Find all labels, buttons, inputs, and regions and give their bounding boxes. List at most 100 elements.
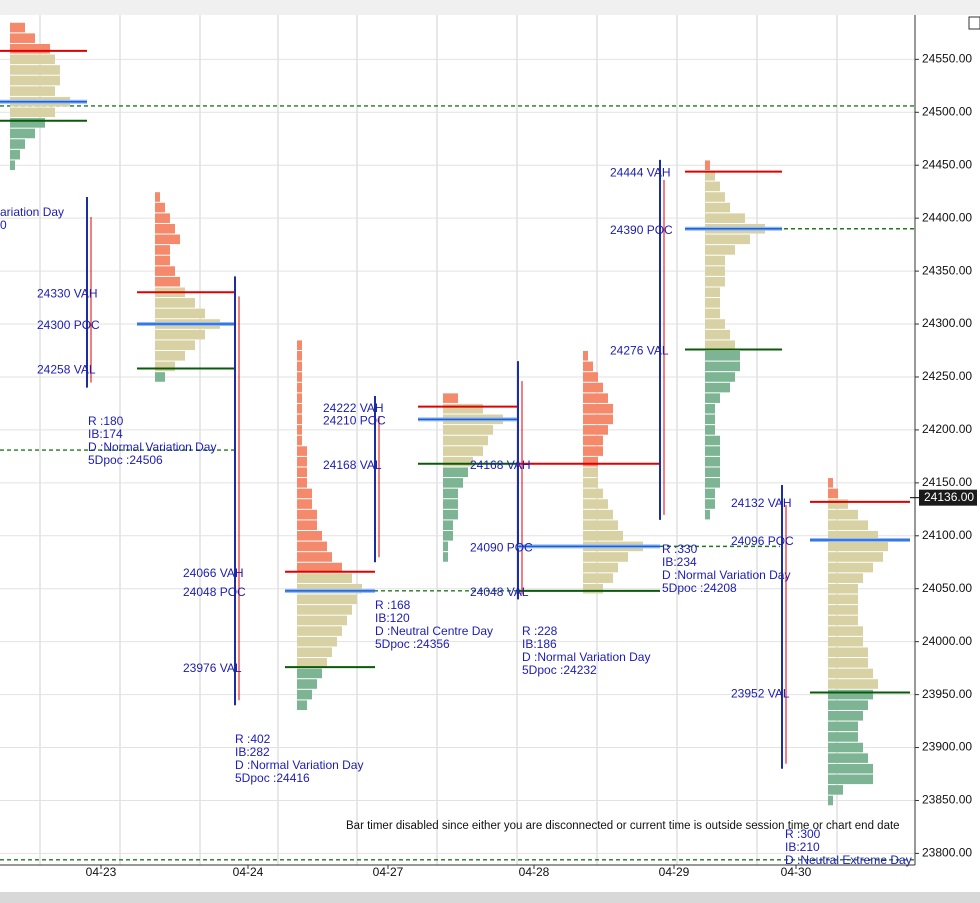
date-label: 04-24 — [233, 865, 264, 879]
tpo-bar — [828, 499, 848, 509]
tpo-bar — [297, 626, 342, 636]
tpo-bar — [297, 658, 327, 668]
tpo-bar — [297, 583, 362, 594]
y-tick-label: 24550.00 — [922, 52, 972, 66]
tpo-bar — [583, 467, 598, 478]
session-info: IB:174 — [88, 427, 123, 441]
poc-label: 24096 POC — [731, 534, 794, 548]
tpo-bar — [705, 425, 715, 435]
tpo-bar — [443, 425, 493, 435]
y-tick-label: 23900.00 — [922, 740, 972, 754]
tpo-bar — [297, 594, 357, 605]
tpo-bar — [155, 340, 195, 351]
tpo-bar — [10, 128, 35, 139]
tpo-bar — [828, 636, 863, 647]
tpo-bar — [10, 22, 25, 33]
tpo-bar — [705, 266, 725, 276]
session-info: IB:234 — [662, 555, 697, 569]
tpo-bar — [583, 403, 613, 414]
tpo-bar — [705, 287, 720, 298]
session-info: 5Dpoc :24356 — [375, 637, 450, 651]
tpo-bar — [828, 753, 868, 763]
tpo-bar — [583, 478, 598, 488]
tpo-bar — [828, 573, 863, 583]
tpo-bar — [828, 721, 858, 732]
poc-label: 24300 POC — [37, 318, 100, 332]
tpo-bar — [705, 255, 725, 266]
tpo-bar — [297, 446, 307, 456]
tpo-bar — [443, 509, 458, 520]
y-tick-label: 24500.00 — [922, 104, 972, 118]
tpo-bar — [297, 605, 352, 615]
tpo-bar — [155, 266, 175, 276]
tpo-bar — [705, 403, 715, 414]
session-info: D :Normal Variation Day — [522, 650, 650, 664]
val-label: 24048 VAL — [470, 585, 529, 599]
tpo-bar — [297, 636, 337, 647]
tpo-bar — [705, 213, 745, 223]
vah-label: 24330 VAH — [37, 286, 98, 300]
tpo-bar — [583, 499, 608, 509]
tpo-bar — [828, 732, 858, 742]
tpo-bar — [10, 43, 50, 54]
tpo-bar — [297, 340, 302, 351]
tpo-bar — [705, 467, 720, 478]
tpo-bar — [297, 414, 302, 425]
tpo-bar — [828, 552, 883, 562]
tpo-bar — [705, 245, 735, 255]
tpo-bar — [705, 478, 720, 488]
tpo-bar — [443, 393, 458, 403]
tpo-bar — [828, 742, 863, 753]
session-info: IB:210 — [785, 840, 820, 854]
tpo-bar — [705, 499, 715, 509]
tpo-bar — [443, 403, 483, 414]
tpo-bar — [10, 118, 45, 128]
tpo-bar — [828, 520, 868, 530]
tpo-bar — [297, 689, 312, 700]
tpo-bar — [155, 361, 175, 372]
y-tick-label: 24000.00 — [922, 634, 972, 648]
tpo-bar — [828, 615, 858, 626]
tpo-bar — [10, 139, 25, 149]
tpo-bar — [297, 509, 317, 520]
tpo-bar — [297, 382, 302, 393]
tpo-bar — [443, 488, 458, 499]
tpo-bar — [583, 393, 608, 403]
session-info: R :228 — [522, 624, 558, 638]
y-tick-label: 24100.00 — [922, 528, 972, 542]
tpo-bar — [297, 361, 302, 372]
tpo-bar — [583, 456, 598, 467]
y-tick-label: 24450.00 — [922, 157, 972, 171]
tpo-bar — [155, 234, 180, 245]
tpo-bar — [443, 541, 448, 552]
tpo-bar — [583, 530, 623, 541]
session-info: IB:282 — [235, 745, 270, 759]
tpo-bar — [155, 223, 175, 234]
tpo-bar — [828, 488, 838, 499]
vah-label: 24066 VAH — [183, 566, 244, 580]
y-tick-label: 24300.00 — [922, 316, 972, 330]
tpo-bar — [10, 75, 60, 86]
tpo-bar — [828, 647, 868, 658]
poc-label: 24390 POC — [610, 223, 673, 237]
tpo-bar — [705, 435, 720, 446]
tpo-bar — [583, 573, 613, 583]
corner-button[interactable] — [968, 16, 980, 30]
val-label: 24276 VAL — [610, 344, 669, 358]
tpo-bar — [443, 467, 468, 478]
tpo-bar — [705, 446, 720, 456]
top-strip — [0, 0, 980, 15]
session-info: R :180 — [88, 414, 124, 428]
tpo-bar — [705, 393, 720, 403]
tpo-bar — [583, 488, 603, 499]
tpo-bar — [828, 774, 873, 785]
tpo-bar — [297, 435, 302, 446]
tpo-bar — [155, 213, 170, 223]
tpo-bar — [828, 658, 868, 668]
tpo-bar — [583, 351, 588, 361]
tpo-bar — [828, 562, 873, 573]
tpo-bar — [828, 626, 863, 636]
poc-label: 24048 POC — [183, 585, 246, 599]
session-info: ariation Day — [0, 205, 64, 219]
val-label: 24168 VAL — [323, 458, 382, 472]
